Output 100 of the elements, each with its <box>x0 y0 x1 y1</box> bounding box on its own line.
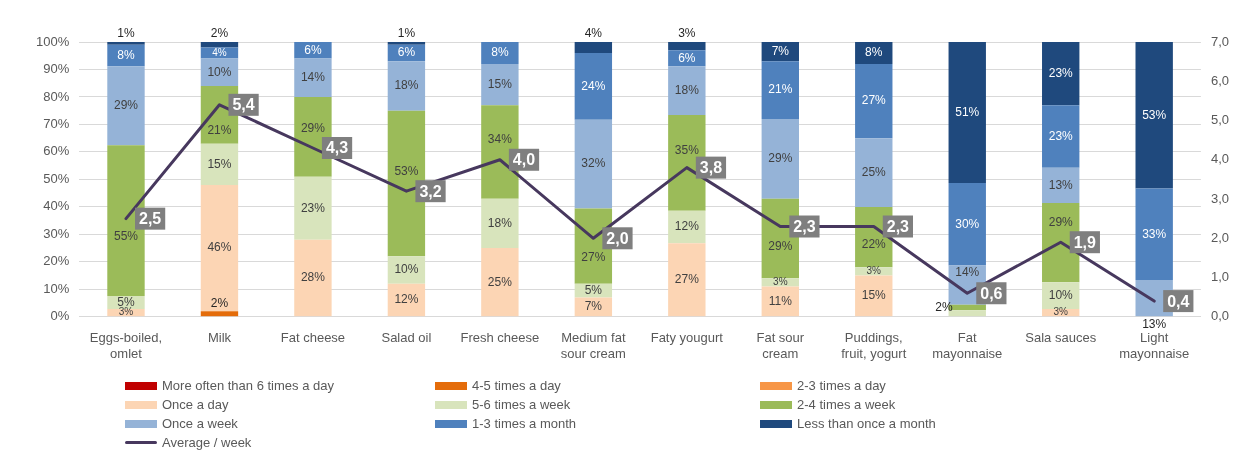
data-label: 30% <box>955 216 980 231</box>
data-label: 21% <box>768 82 793 97</box>
y-tick-label: 80% <box>43 88 70 104</box>
y-tick-label: 100% <box>36 33 70 49</box>
data-label: 10% <box>394 262 419 277</box>
data-label: 55% <box>113 228 139 243</box>
data-label: 3% <box>773 276 788 288</box>
bar <box>1135 42 1173 189</box>
data-label: 10% <box>207 64 232 79</box>
bar <box>855 138 893 207</box>
legend-label: 2-3 times a day <box>797 377 886 395</box>
data-label: 7% <box>771 43 790 58</box>
data-label: 11% <box>768 293 793 308</box>
data-label: 0,6 <box>980 284 1003 302</box>
y-tick-label: 70% <box>43 116 70 132</box>
bar <box>481 248 519 317</box>
data-label: 23% <box>300 200 326 215</box>
bar <box>294 176 332 240</box>
bar <box>107 42 145 45</box>
bar <box>574 119 613 209</box>
data-label: 25% <box>861 164 887 179</box>
data-label: 13% <box>1142 316 1167 331</box>
bar <box>761 61 799 119</box>
bar <box>481 198 519 249</box>
y-tick-label: 0% <box>50 308 70 324</box>
y-tick-label: 20% <box>43 253 70 269</box>
legend-label: Average / week <box>162 434 252 450</box>
data-label: 4,3 <box>325 139 349 157</box>
data-label: 4% <box>212 46 227 58</box>
bar <box>200 311 239 317</box>
bar <box>200 184 239 312</box>
x-tick-label: Faty yougurt <box>650 330 724 346</box>
data-label: 18% <box>394 78 419 93</box>
data-label: 1% <box>397 26 416 41</box>
data-label: 10% <box>1048 287 1074 302</box>
data-label: 53% <box>1142 107 1167 122</box>
bar <box>200 42 239 48</box>
x-tick-label: Milk <box>207 330 232 346</box>
data-label: 32% <box>581 156 606 171</box>
y2-tick-label: 6,0 <box>1210 72 1230 88</box>
data-label: 7% <box>584 299 603 314</box>
bar <box>294 58 332 97</box>
x-tick-label: Fresh cheese <box>460 330 540 346</box>
data-label: 2% <box>935 299 953 314</box>
data-label: 6% <box>304 42 322 57</box>
bar <box>481 63 519 106</box>
bar <box>948 310 986 317</box>
data-label: 8% <box>865 45 883 60</box>
data-label: 29% <box>113 98 139 113</box>
legend-label: Once a week <box>162 415 238 433</box>
y2-tick-label: 7,0 <box>1210 33 1230 49</box>
x-tick-label: Salad oil <box>381 330 432 346</box>
data-label: 28% <box>300 270 326 285</box>
bar <box>294 239 332 317</box>
bar <box>1135 188 1173 280</box>
data-label: 2,3 <box>793 217 816 235</box>
data-label: 3% <box>678 26 696 41</box>
data-label: 27% <box>674 272 700 287</box>
legend-label: Less than once a month <box>797 415 936 433</box>
data-label: 22% <box>861 237 887 252</box>
data-label: 15% <box>861 288 887 303</box>
data-label: 4,0 <box>512 151 536 169</box>
data-label: 46% <box>207 240 232 255</box>
data-label: 34% <box>487 132 513 147</box>
data-label: 29% <box>300 121 326 136</box>
data-label: 3,8 <box>699 159 723 177</box>
data-label: 23% <box>1048 128 1074 143</box>
y2-tick-label: 2,0 <box>1210 229 1230 245</box>
data-label: 53% <box>394 163 419 178</box>
legend-label: 4-5 times a day <box>472 377 561 395</box>
data-label: 1,9 <box>1073 233 1097 251</box>
bar <box>1042 105 1080 168</box>
data-label: 2% <box>210 295 229 310</box>
bar <box>668 42 706 51</box>
data-label: 14% <box>300 70 326 85</box>
data-label: 24% <box>581 78 606 93</box>
data-label: 8% <box>117 47 135 62</box>
data-label: 4% <box>584 26 603 41</box>
data-label: 6% <box>678 50 696 65</box>
data-label: 6% <box>397 45 416 60</box>
x-tick-label: Medium fat sour cream <box>560 330 626 361</box>
y2-tick-label: 4,0 <box>1210 151 1230 167</box>
data-label: 0,4 <box>1167 292 1190 310</box>
x-tick-label: Sala sauces <box>1025 330 1097 346</box>
x-tick-label: Fat cheese <box>280 330 346 346</box>
data-label: 3,2 <box>419 182 442 200</box>
x-tick-label: Eggs-boiled, omlet <box>89 330 163 361</box>
data-label: 33% <box>1142 226 1167 241</box>
data-label: 18% <box>487 215 513 230</box>
data-label: 29% <box>768 238 793 253</box>
y-tick-label: 30% <box>43 225 70 241</box>
data-label: 12% <box>674 219 700 234</box>
data-label: 3% <box>118 306 134 318</box>
bar <box>387 42 426 45</box>
x-tick-label: Puddings, fruit, yogurt <box>841 330 907 361</box>
y-tick-label: 60% <box>43 143 70 159</box>
x-tick-label: Fat sour cream <box>756 330 805 361</box>
data-label: 3% <box>1053 306 1069 318</box>
y-tick-label: 10% <box>43 280 70 296</box>
data-label: 12% <box>394 292 419 307</box>
